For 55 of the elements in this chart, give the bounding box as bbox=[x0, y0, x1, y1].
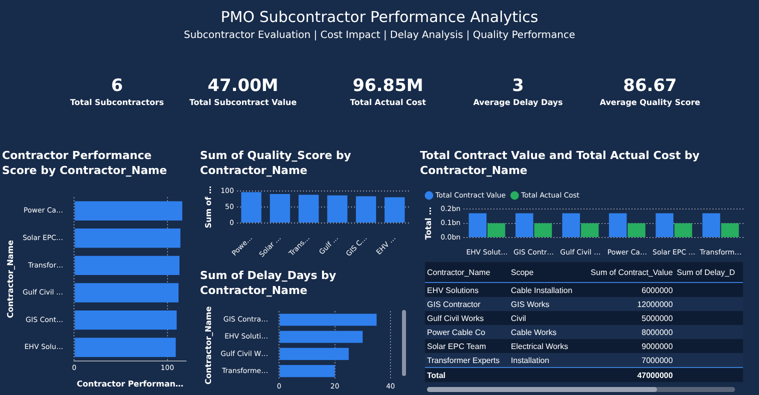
y-axis-title: Contractor_Name bbox=[204, 306, 213, 384]
data-label: 5000000 bbox=[640, 312, 674, 324]
bar bbox=[74, 228, 180, 248]
text: Cable Installation bbox=[510, 284, 574, 296]
bar bbox=[74, 338, 176, 357]
text: Total Actual Cost bbox=[349, 98, 427, 107]
y-axis-title: Contractor_Name bbox=[6, 239, 15, 318]
text: Scope bbox=[510, 266, 535, 279]
data-label: 8000000 bbox=[640, 326, 674, 338]
text: Installation bbox=[510, 354, 550, 366]
data-label: 7000000 bbox=[640, 354, 674, 366]
data-label: 6000000 bbox=[640, 284, 674, 296]
text: Average Delay Days bbox=[472, 98, 564, 107]
text: 86.67 bbox=[622, 76, 678, 96]
text: GIS Works bbox=[510, 298, 550, 310]
chart-title: Sum of Quality_Score by Contractor_Name bbox=[200, 148, 352, 178]
text: 96.85M bbox=[352, 76, 424, 96]
text: Electrical Works bbox=[510, 340, 570, 352]
text: PMO Subcontractor Performance Analytics bbox=[220, 8, 540, 26]
y-axis-title: Sum of … bbox=[204, 186, 213, 228]
bar bbox=[280, 348, 349, 360]
bar bbox=[280, 330, 363, 343]
text: Sum of Contract_Value bbox=[590, 266, 674, 279]
bar bbox=[280, 314, 377, 326]
bar bbox=[74, 310, 177, 330]
text: Civil bbox=[510, 312, 527, 324]
text: Average Quality Score bbox=[598, 98, 702, 107]
y-axis-title: Total … bbox=[424, 206, 433, 240]
text: 47000000 bbox=[637, 370, 673, 380]
text: Total Subcontract Value bbox=[188, 98, 298, 107]
chart-title: Sum of Delay_Days by Contractor_Name bbox=[200, 268, 338, 298]
category-label: EHV Solutions bbox=[426, 284, 480, 296]
text: Subcontractor Evaluation | Cost Impact | Delay Analysis | Quality Performance bbox=[182, 30, 576, 41]
bar bbox=[74, 283, 179, 302]
text: Contractor_Name bbox=[426, 266, 492, 279]
category-label: Solar EPC Team bbox=[426, 340, 487, 352]
text: 47.00M bbox=[206, 76, 280, 96]
x-axis-title: Contractor Performan… bbox=[76, 379, 184, 388]
category-label: Transformer Experts bbox=[426, 354, 501, 367]
data-label: 12000000 bbox=[636, 298, 674, 310]
chart-title: Contractor Performance Score by Contractor_Name bbox=[2, 148, 168, 178]
text: Cable Works bbox=[510, 326, 558, 338]
bar bbox=[280, 365, 335, 378]
text: Sum of Delay_D bbox=[676, 266, 736, 279]
text: Total Subcontractors bbox=[69, 98, 165, 107]
text: 6 bbox=[110, 76, 124, 96]
text: 3 bbox=[511, 76, 525, 96]
chart-title: Total Contract Value and Total Actual Cost by Contractor_Name bbox=[420, 148, 701, 178]
category-label: Power Cable Co bbox=[426, 326, 486, 338]
bar bbox=[74, 201, 182, 220]
text: Total bbox=[426, 370, 447, 382]
category-label: Gulf Civil Works bbox=[426, 312, 485, 324]
category-label: GIS Contractor bbox=[426, 298, 482, 310]
data-label: 9000000 bbox=[640, 340, 674, 352]
bar bbox=[74, 256, 180, 276]
